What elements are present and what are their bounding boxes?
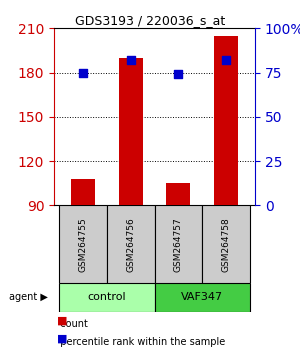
- Text: GSM264757: GSM264757: [174, 217, 183, 272]
- Text: count: count: [54, 319, 88, 329]
- Bar: [71, 179, 95, 205]
- FancyBboxPatch shape: [154, 205, 202, 283]
- Point: [128, 57, 133, 63]
- Text: GSM264758: GSM264758: [222, 217, 231, 272]
- Text: GSM264755: GSM264755: [78, 217, 87, 272]
- Text: agent ▶: agent ▶: [9, 292, 48, 302]
- Bar: [118, 58, 142, 205]
- Text: control: control: [87, 292, 126, 302]
- FancyBboxPatch shape: [202, 205, 250, 283]
- Text: ■: ■: [57, 316, 68, 326]
- FancyBboxPatch shape: [154, 283, 250, 312]
- FancyBboxPatch shape: [59, 205, 106, 283]
- FancyBboxPatch shape: [106, 205, 154, 283]
- FancyBboxPatch shape: [59, 283, 154, 312]
- Bar: [214, 36, 238, 205]
- Text: GSM264756: GSM264756: [126, 217, 135, 272]
- Text: percentile rank within the sample: percentile rank within the sample: [54, 337, 225, 347]
- Text: ■: ■: [57, 333, 68, 343]
- Text: GDS3193 / 220036_s_at: GDS3193 / 220036_s_at: [75, 14, 225, 27]
- Point: [224, 57, 229, 63]
- Point: [176, 72, 181, 77]
- Point: [80, 70, 85, 75]
- Text: VAF347: VAF347: [181, 292, 224, 302]
- Bar: [167, 183, 191, 205]
